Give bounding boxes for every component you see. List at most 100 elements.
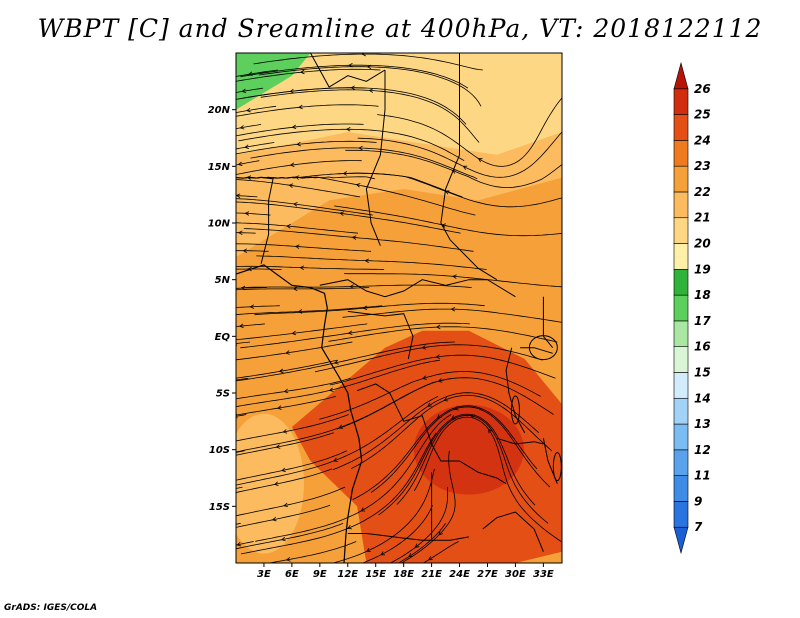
streamline-arrow-53	[333, 360, 339, 365]
border-line-1	[365, 70, 386, 246]
streamline-0	[253, 53, 483, 71]
streamline-7	[258, 66, 482, 107]
streamline-arrow-47	[249, 304, 255, 309]
streamline-48	[342, 308, 562, 323]
colorbar-swatch	[673, 114, 689, 141]
x-tick-label: 15E	[365, 569, 386, 580]
streamline-17	[345, 149, 562, 188]
streamline-55	[236, 341, 251, 344]
streamline-arrow-49	[347, 330, 353, 335]
colorbar-swatch	[673, 191, 689, 219]
streamline-arrow-79	[365, 547, 371, 552]
field-region-core	[413, 404, 524, 495]
streamline-52	[328, 326, 558, 343]
streamline-62	[236, 377, 351, 400]
streamline-arrow-59	[227, 359, 231, 363]
streamline-36	[236, 243, 372, 252]
streamline-88	[396, 414, 549, 524]
streamline-33	[236, 222, 359, 234]
field-region-northwest	[236, 53, 311, 110]
colorbar-swatch-end-low	[673, 526, 689, 555]
streamline-80	[236, 468, 333, 493]
colorbar-swatch	[673, 346, 689, 373]
border-line-13	[482, 511, 544, 552]
colorbar-label: 21	[694, 211, 711, 225]
y-tick-label: 15N	[208, 162, 231, 173]
lake-outline-2	[552, 452, 562, 482]
streamline-59	[227, 360, 235, 361]
streamline-arrow-48	[450, 306, 456, 312]
streamline-arrow-71	[427, 402, 432, 407]
streamline-54	[236, 341, 353, 361]
x-tick-label: 12E	[337, 569, 358, 580]
streamline-arrow-25	[342, 171, 348, 176]
x-tick-label: 6E	[285, 569, 299, 580]
streamline-arrow-33	[286, 224, 291, 229]
y-tick-label: 5S	[216, 389, 230, 400]
streamlines	[227, 53, 562, 563]
streamline-arrow-81	[453, 406, 459, 411]
streamline-arrow-39	[299, 265, 305, 270]
streamline-arrow-84	[230, 487, 234, 491]
streamline-arrow-37	[242, 248, 248, 253]
streamline-57	[236, 359, 441, 408]
streamline-arrow-30	[244, 211, 250, 216]
streamline-67	[336, 377, 554, 430]
streamline-64	[319, 371, 541, 420]
streamline-30	[236, 212, 271, 216]
colorbar-label: 19	[694, 262, 711, 276]
streamline-arrow-9	[246, 107, 251, 113]
streamline-18	[238, 128, 465, 162]
streamline-46	[236, 305, 383, 316]
streamline-arrow-86	[380, 551, 386, 556]
streamline-86	[361, 505, 433, 563]
streamline-arrow-1	[299, 69, 305, 75]
streamline-arrow-21	[358, 145, 363, 151]
streamline-arrow-76	[281, 467, 286, 473]
streamline-arrow-32	[339, 211, 344, 216]
streamline-53	[236, 341, 455, 382]
streamline-43	[236, 287, 370, 291]
streamline-arrow-60	[435, 354, 441, 359]
x-tick-label: 33E	[533, 569, 554, 580]
streamline-38	[256, 255, 487, 270]
colorbar-label: 17	[694, 314, 711, 328]
streamline-44	[236, 287, 267, 289]
streamline-29	[236, 198, 373, 216]
streamline-arrow-92	[488, 428, 493, 434]
streamline-arrow-90	[280, 536, 286, 542]
streamline-arrow-72	[347, 525, 352, 530]
streamline-66	[236, 396, 336, 416]
streamline-arrow-40	[247, 266, 252, 272]
streamline-arrow-56	[421, 345, 427, 350]
streamline-89	[397, 523, 446, 563]
y-tick-label: 10N	[208, 219, 231, 230]
streamline-arrow-57	[328, 387, 334, 392]
streamline-49	[240, 322, 470, 349]
border-line-6	[356, 383, 507, 485]
streamline-arrow-45	[362, 305, 368, 311]
streamline-arrow-44	[240, 285, 246, 291]
streamline-arrow-73	[275, 444, 281, 449]
streamline-37	[236, 250, 269, 252]
streamline-arrow-77	[232, 451, 236, 455]
streamline-42	[241, 284, 472, 288]
x-tick-label: 21E	[421, 569, 442, 580]
streamline-71	[332, 392, 539, 471]
streamline-arrow-43	[292, 286, 298, 292]
streamline-arrow-64	[422, 375, 427, 380]
streamline-arrow-41	[452, 274, 457, 279]
colorbar-label: 25	[694, 108, 711, 122]
border-line-11	[520, 347, 553, 354]
y-tick-label: 5N	[215, 275, 231, 286]
border-line-3	[260, 177, 274, 264]
streamline-arrow-8	[298, 104, 303, 110]
grads-credit: GrADS: IGES/COLA	[4, 603, 98, 613]
streamline-1	[236, 68, 381, 82]
streamline-26	[236, 179, 360, 198]
colorbar-label: 12	[694, 443, 711, 457]
streamline-31	[334, 205, 562, 237]
streamline-arrow-75	[438, 530, 443, 536]
y-tick-label: 20N	[208, 105, 231, 116]
